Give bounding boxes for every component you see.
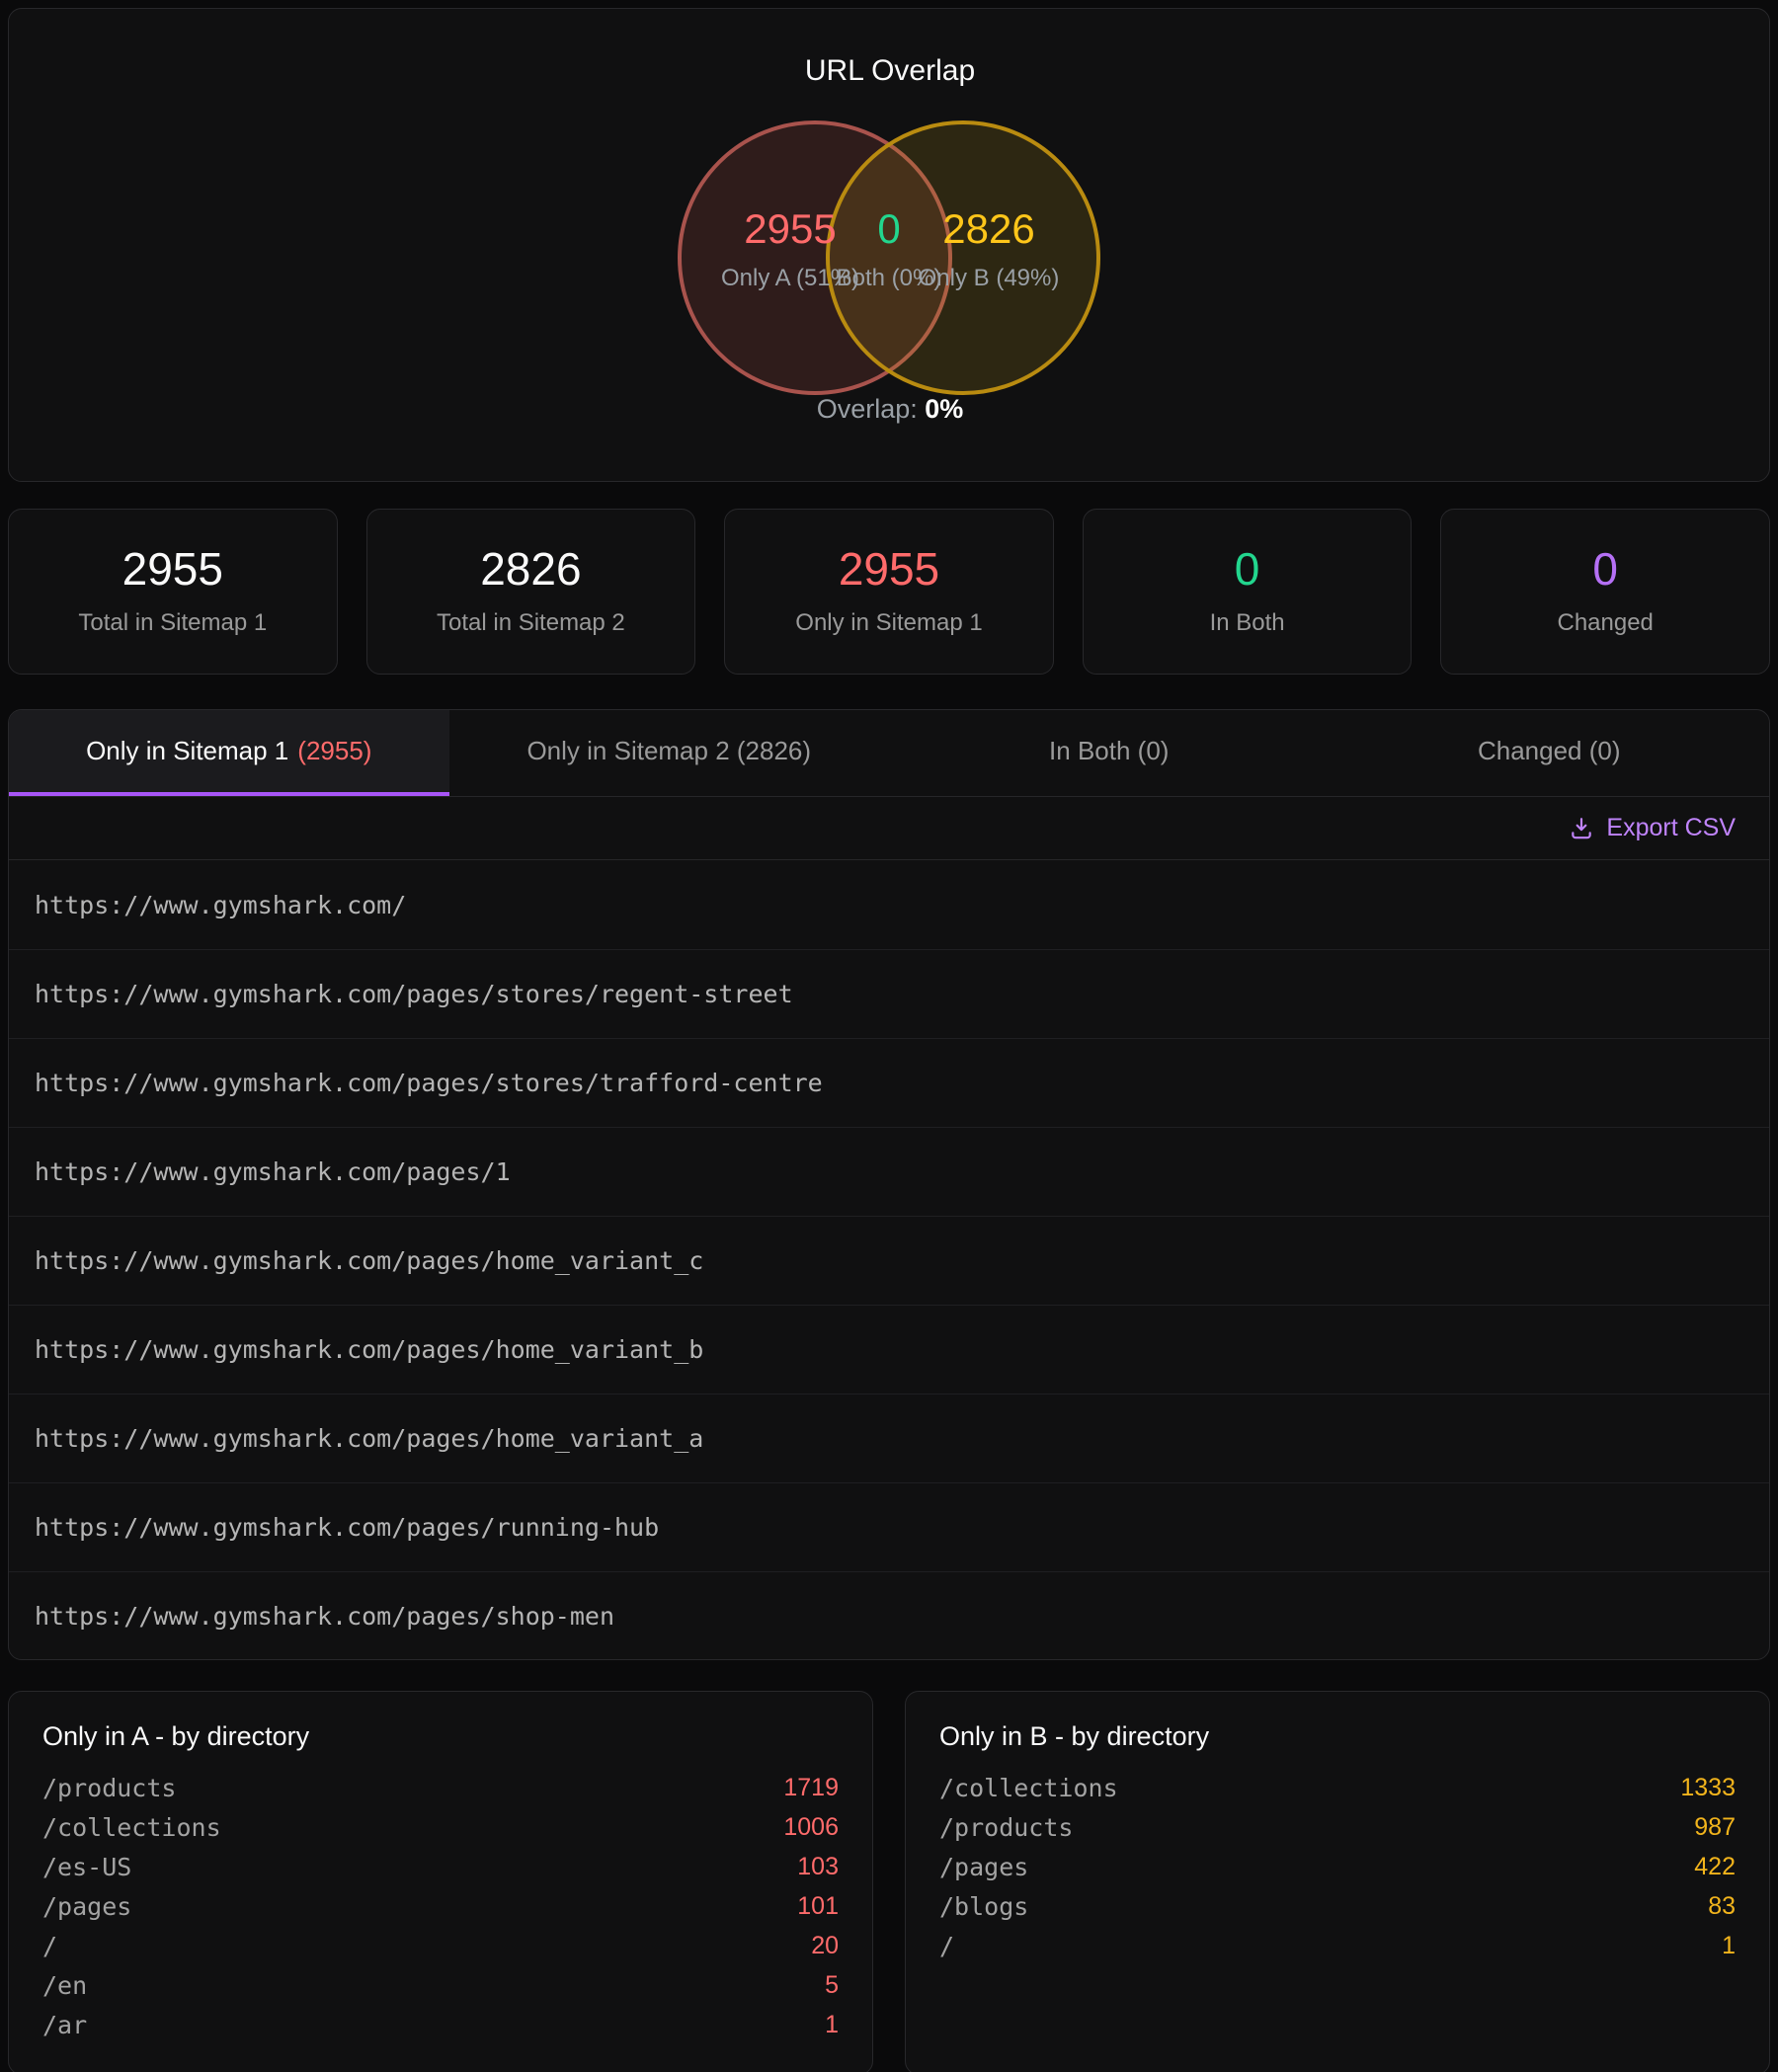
directory-row: /ar 1 [42,2005,839,2044]
directory-count: 1333 [1680,1773,1736,1801]
venn-label-only-a: Only A (51%) [721,265,859,291]
url-row: https://www.gymshark.com/pages/stores/tr… [9,1038,1769,1127]
url-row: https://www.gymshark.com/pages/stores/re… [9,949,1769,1038]
venn-circle-a [678,120,952,395]
directory-name: /collections [939,1773,1118,1802]
url-row: https://www.gymshark.com/ [35,890,407,919]
tab-only-in-sitemap-2[interactable]: Only in Sitemap 2 (2826) [449,710,890,796]
directory-row: / 1 [939,1926,1736,1965]
directory-row: /pages 422 [939,1847,1736,1886]
directory-name: /collections [42,1812,221,1842]
directory-name: /products [42,1773,177,1802]
stat-card-total-sitemap-1: 2955 Total in Sitemap 1 [8,509,338,675]
stat-label: Changed [1557,609,1654,636]
stat-card-only-sitemap-1: 2955 Only in Sitemap 1 [724,509,1054,675]
url-row: https://www.gymshark.com/pages/home_vari… [9,1394,1769,1482]
download-icon [1572,817,1592,838]
stat-card-in-both: 0 In Both [1082,509,1413,675]
directory-name: / [42,1931,58,1960]
tab-only-in-sitemap-1[interactable]: Only in Sitemap 1 (2955) [9,710,449,796]
export-bar: Export CSV [9,797,1769,860]
url-row: https://www.gymshark.com/pages/shop-men [9,1571,1769,1659]
directory-count: 422 [1694,1852,1736,1880]
only-in-a-panel: Only in A - by directory /products 1719 … [8,1691,873,2072]
stat-value: 2826 [480,543,582,595]
url-row: https://www.gymshark.com/pages/running-h… [9,1482,1769,1571]
directory-count: 5 [825,1970,839,1999]
url-list-panel: Only in Sitemap 1 (2955) Only in Sitemap… [8,709,1770,1660]
stat-card-total-sitemap-2: 2826 Total in Sitemap 2 [365,509,696,675]
tab-changed[interactable]: Changed (0) [1330,710,1770,796]
directory-name: / [939,1931,955,1960]
directory-row: /products 987 [939,1807,1736,1847]
directory-count: 101 [797,1891,839,1920]
stat-label: In Both [1209,609,1285,636]
tab-label: Only in Sitemap 2 (2826) [526,736,812,765]
directory-name: /blogs [939,1891,1029,1921]
directory-name: /products [939,1812,1074,1842]
tab-in-both[interactable]: In Both (0) [889,710,1330,796]
export-csv-label: Export CSV [1606,814,1736,841]
stats-row: 2955 Total in Sitemap 1 2826 Total in Si… [8,509,1770,675]
directory-count: 103 [797,1852,839,1880]
tab-label: Only in Sitemap 1 [86,736,289,765]
directory-count: 1006 [783,1812,839,1841]
stat-label: Total in Sitemap 2 [437,609,625,636]
tab-label: Changed (0) [1477,736,1621,765]
venn-title: URL Overlap [805,54,975,87]
directory-count: 1 [825,2010,839,2038]
tab-count: (2955) [297,736,372,765]
directory-name: /en [42,1970,88,2000]
url-overlap-panel: URL Overlap 2955 0 2826 Only A (51%) Bot… [8,8,1770,482]
only-in-b-panel: Only in B - by directory /collections 13… [905,1691,1770,2072]
directory-count: 987 [1694,1812,1736,1841]
venn-circle-b [826,120,1100,395]
url-row: https://www.gymshark.com/pages/home_vari… [9,1216,1769,1305]
url-list: https://www.gymshark.com/ https://www.gy… [9,860,1769,1659]
stat-value: 2955 [838,543,940,595]
directory-count: 83 [1708,1891,1736,1920]
directory-row: /pages 101 [42,1886,839,1926]
url-row: https://www.gymshark.com/pages/home_vari… [9,1305,1769,1394]
directory-name: /pages [939,1852,1029,1881]
url-row: https://www.gymshark.com/pages/1 [9,1127,1769,1216]
directory-breakdown: Only in A - by directory /products 1719 … [8,1691,1770,2072]
stat-label: Total in Sitemap 1 [78,609,268,636]
stat-value: 0 [1592,543,1618,595]
overlap-summary: Overlap: 0% [817,394,964,424]
directory-row: /es-US 103 [42,1847,839,1886]
directory-row: / 20 [42,1926,839,1965]
panel-title: Only in A - by directory [42,1721,310,1751]
directory-row: /blogs 83 [939,1886,1736,1926]
directory-row: /products 1719 [42,1768,839,1807]
directory-name: /pages [42,1891,132,1921]
directory-count: 20 [811,1931,839,1959]
directory-count: 1719 [783,1773,839,1801]
directory-count: 1 [1722,1931,1736,1959]
directory-row: /en 5 [42,1965,839,2005]
directory-name: /ar [42,2010,88,2039]
directory-row: /collections 1333 [939,1768,1736,1807]
stat-label: Only in Sitemap 1 [795,609,983,636]
tab-label: In Both (0) [1049,736,1170,765]
tab-bar: Only in Sitemap 1 (2955) Only in Sitemap… [9,710,1769,797]
venn-value-only-a: 2955 [744,205,836,252]
stat-card-changed: 0 Changed [1440,509,1770,675]
venn-label-both: Both (0%) [837,265,942,291]
panel-title: Only in B - by directory [939,1721,1210,1751]
venn-label-only-b: Only B (49%) [919,265,1060,291]
export-csv-button[interactable]: Export CSV [1569,814,1736,842]
venn-diagram: URL Overlap 2955 0 2826 Only A (51%) Bot… [678,54,1100,424]
venn-value-only-b: 2826 [942,205,1034,252]
directory-row: /collections 1006 [42,1807,839,1847]
directory-name: /es-US [42,1852,132,1881]
stat-value: 0 [1234,543,1260,595]
venn-value-both: 0 [877,205,900,252]
stat-value: 2955 [121,543,223,595]
